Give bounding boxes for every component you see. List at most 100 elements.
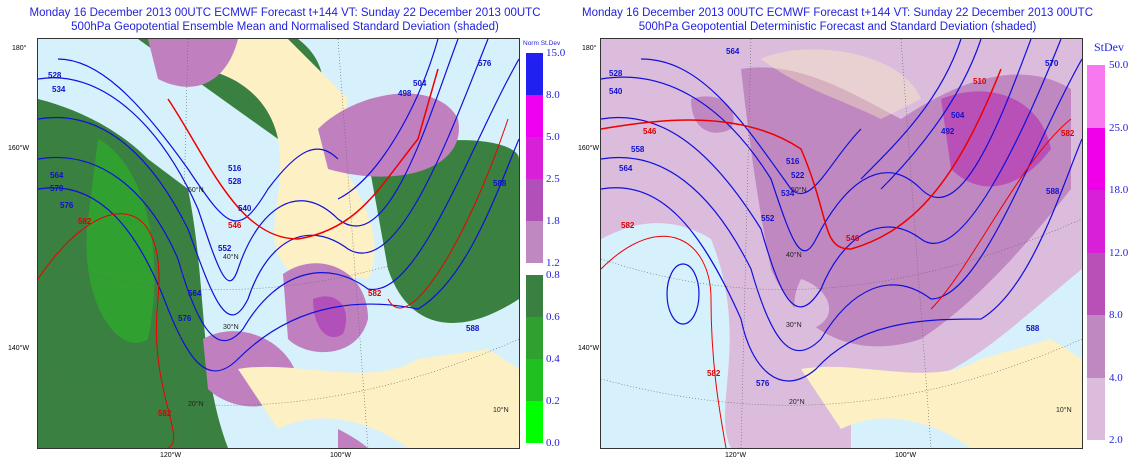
colorbar-swatch [526,137,543,179]
colorbar-swatch [1087,252,1105,315]
contour-label: 576 [756,379,770,388]
contour-label: 564 [619,164,633,173]
contour-label: 504 [413,79,427,88]
contour-label: 564 [50,171,64,180]
colorbar-swatch [1087,65,1105,128]
lat-label: 40°N [786,252,802,259]
contour-label: 552 [761,214,775,223]
lat-label: 10°N [1056,407,1072,414]
contour-label: 588 [466,324,480,333]
colorbar-label: 0.4 [546,353,560,365]
contour-label: 540 [609,87,623,96]
contour-label: 582 [621,221,635,230]
colorbar-label: 4.0 [1109,371,1123,384]
lon-label-120w: 120°W [725,452,747,459]
colorbar-label: 0.0 [546,437,560,449]
contour-label: 516 [786,157,800,166]
right-map[interactable]: 528 540 558 564 546 564 516 522 534 552 … [600,38,1083,449]
contour-label: 528 [609,69,623,78]
colorbar-swatch [526,275,543,317]
lon-label-180: 180° [12,45,27,52]
lon-label-160w: 160°W [8,145,30,152]
contour-label: 582 [158,409,172,418]
lon-label-100w: 100°W [895,452,917,459]
lat-label: 10°N [493,407,509,414]
colorbar-label: 18.0 [1109,184,1129,196]
lat-label: 50°N [188,187,204,194]
colorbar-swatch [1087,315,1105,378]
colorbar-label: 15.0 [546,47,566,59]
colorbar-swatch [526,317,543,359]
right-colorbar-title: StDev [1094,40,1124,54]
contour-label: 522 [791,171,805,180]
contour-label: 516 [228,164,242,173]
colorbar-label: 2.0 [1109,434,1123,446]
contour-label: 570 [50,184,64,193]
contour-label: 576 [60,201,74,210]
colorbar-label: 12.0 [1109,246,1129,259]
contour-label: 564 [726,47,740,56]
contour-label: 588 [1026,324,1040,333]
colorbar-swatch [1087,127,1105,190]
lat-label: 50°N [791,187,807,194]
contour-label: 582 [1061,129,1075,138]
left-map-shading [38,39,519,448]
colorbar-swatch [1087,377,1105,440]
contour-label: 582 [368,289,382,298]
right-title-line2: 500hPa Geopotential Deterministic Foreca… [638,21,1037,33]
colorbar-swatch [526,179,543,221]
contour-label: 534 [781,189,795,198]
right-title: Monday 16 December 2013 00UTC ECMWF Fore… [565,6,1110,34]
contour-label: 540 [238,204,252,213]
lat-label: 20°N [789,399,805,406]
colorbar-swatch [526,95,543,137]
colorbar-label: 0.6 [546,311,560,323]
contour-label: 492 [941,127,955,136]
colorbar-swatch [1087,190,1105,253]
contour-label: 576 [178,314,192,323]
lat-label: 20°N [188,401,204,408]
lon-label-160w: 160°W [578,145,600,152]
contour-label: 546 [846,234,860,243]
contour-label: 564 [188,289,202,298]
left-colorbar: Norm St.Dev 15.0 8.0 5.0 2.5 1.8 1.2 0.8 0.6 0.4… [521,40,566,449]
contour-label: 558 [631,145,645,154]
left-map[interactable]: 528 534 564 570 576 516 528 540 546 552 … [37,38,520,449]
left-height-contours [38,39,519,372]
lon-label-180: 180° [582,45,597,52]
contour-label: 528 [228,177,242,186]
left-title-line2: 500hPa Geopotential Ensemble Mean and No… [71,21,499,33]
lon-label-100w: 100°W [330,452,352,459]
colorbar-swatch [526,359,543,401]
contour-label: 510 [973,77,987,86]
contour-label: 570 [1045,59,1059,68]
contour-label: 546 [228,221,242,230]
contour-label: 534 [52,85,66,94]
lon-label-140w: 140°W [578,345,600,352]
right-colorbar: StDev 50.0 25.0 18.0 12.0 8.0 4.0 2.0 [1084,40,1139,446]
left-title: Monday 16 December 2013 00UTC ECMWF Fore… [0,6,570,34]
contour-label: 588 [1046,187,1060,196]
right-height-contours [601,39,1082,382]
lat-label: 30°N [223,324,239,331]
contour-label: 588 [493,179,507,188]
contour-label: 582 [707,369,721,378]
colorbar-label: 1.2 [546,257,560,269]
colorbar-swatch [526,401,543,443]
colorbar-label: 2.5 [546,173,560,185]
colorbar-label: 0.2 [546,395,560,407]
contour-label: 504 [951,111,965,120]
right-map-shading [601,39,1082,448]
lat-label: 40°N [223,254,239,261]
colorbar-swatch [526,221,543,263]
contour-label: 546 [643,127,657,136]
colorbar-label: 8.0 [1109,309,1123,321]
contour-label: 582 [78,217,92,226]
contour-label: 498 [398,89,412,98]
contour-label: 576 [478,59,492,68]
colorbar-label: 1.8 [546,215,560,227]
colorbar-label: 5.0 [546,131,560,143]
lon-label-120w: 120°W [160,452,182,459]
colorbar-label: 0.8 [546,269,560,281]
lon-label-140w: 140°W [8,345,30,352]
